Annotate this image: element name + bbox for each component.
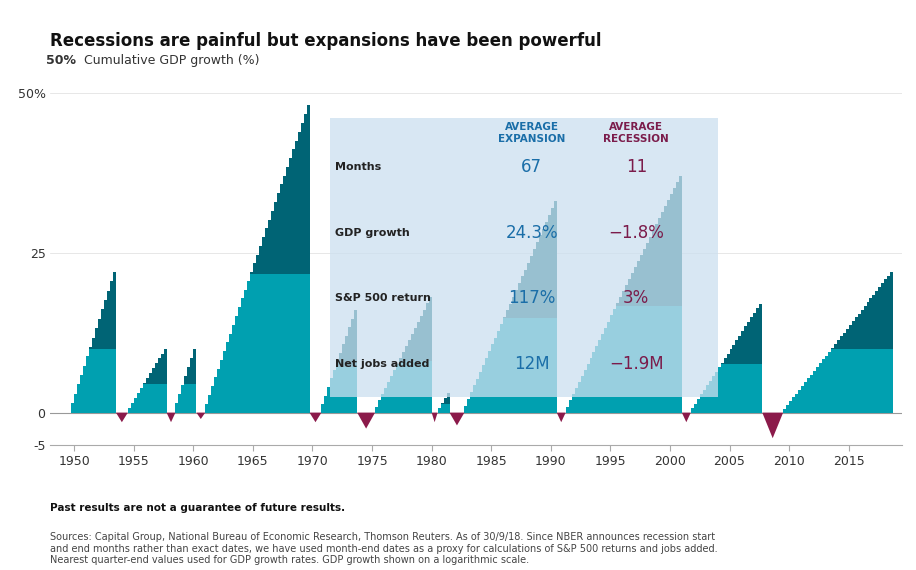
Text: Sources: Capital Group, National Bureau of Economic Research, Thomson Reuters. A: Sources: Capital Group, National Bureau … <box>50 532 718 565</box>
Polygon shape <box>375 298 431 413</box>
Polygon shape <box>566 306 682 413</box>
Text: Months: Months <box>334 162 381 173</box>
Polygon shape <box>128 384 167 413</box>
Text: Recessions are painful but expansions have been powerful: Recessions are painful but expansions ha… <box>50 32 602 50</box>
Polygon shape <box>762 413 783 438</box>
Polygon shape <box>322 367 357 413</box>
Polygon shape <box>176 384 196 413</box>
Polygon shape <box>438 393 450 413</box>
Polygon shape <box>783 349 893 413</box>
Polygon shape <box>566 306 682 413</box>
Polygon shape <box>176 349 196 413</box>
Polygon shape <box>196 413 205 419</box>
Polygon shape <box>205 274 310 413</box>
Polygon shape <box>71 349 116 413</box>
Text: −1.9M: −1.9M <box>609 355 663 373</box>
Polygon shape <box>375 361 431 413</box>
Text: Past results are not a guarantee of future results.: Past results are not a guarantee of futu… <box>50 503 345 513</box>
Polygon shape <box>176 384 196 413</box>
Polygon shape <box>322 310 357 413</box>
Polygon shape <box>357 413 375 429</box>
Polygon shape <box>691 364 762 413</box>
Polygon shape <box>116 413 128 422</box>
Polygon shape <box>310 413 322 422</box>
Text: AVERAGE
EXPANSION: AVERAGE EXPANSION <box>498 122 565 144</box>
Polygon shape <box>71 349 116 413</box>
Polygon shape <box>464 201 557 413</box>
Polygon shape <box>557 413 566 422</box>
Polygon shape <box>464 317 557 413</box>
Text: 67: 67 <box>521 158 542 177</box>
Polygon shape <box>691 364 762 413</box>
Polygon shape <box>783 272 893 413</box>
Polygon shape <box>205 274 310 413</box>
Text: 24.3%: 24.3% <box>506 224 558 242</box>
FancyBboxPatch shape <box>331 118 717 397</box>
Text: Cumulative GDP growth (%): Cumulative GDP growth (%) <box>84 54 260 67</box>
Text: −1.8%: −1.8% <box>608 224 664 242</box>
Polygon shape <box>205 105 310 413</box>
Polygon shape <box>167 413 176 422</box>
Text: 3%: 3% <box>623 290 649 307</box>
Polygon shape <box>375 361 431 413</box>
Text: Net jobs added: Net jobs added <box>334 359 429 369</box>
Polygon shape <box>682 413 691 422</box>
Polygon shape <box>691 304 762 413</box>
Text: GDP growth: GDP growth <box>334 228 409 238</box>
Polygon shape <box>450 413 464 425</box>
Polygon shape <box>464 317 557 413</box>
Polygon shape <box>431 413 438 422</box>
Polygon shape <box>566 176 682 413</box>
Polygon shape <box>783 349 893 413</box>
Text: 50%: 50% <box>46 54 76 67</box>
Text: 117%: 117% <box>508 290 555 307</box>
Polygon shape <box>438 404 450 413</box>
Polygon shape <box>128 384 167 413</box>
Polygon shape <box>128 349 167 413</box>
Text: AVERAGE
RECESSION: AVERAGE RECESSION <box>604 122 670 144</box>
Polygon shape <box>438 404 450 413</box>
Text: 12M: 12M <box>514 355 550 373</box>
Polygon shape <box>71 272 116 413</box>
Polygon shape <box>322 367 357 413</box>
Text: S&P 500 return: S&P 500 return <box>334 294 431 303</box>
Text: 11: 11 <box>626 158 647 177</box>
